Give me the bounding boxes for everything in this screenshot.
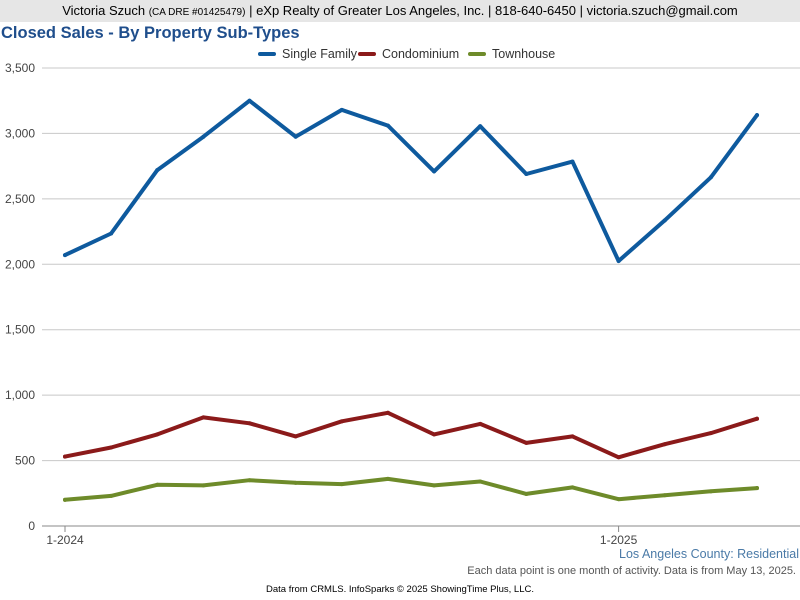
data-point-condominium [708,431,713,436]
agent-contact-bar: Victoria Szuch (CA DRE #01425479) | eXp … [0,0,800,22]
line-chart: 0 500 1,000 1,500 2,000 2,500 3,000 3,500 1-2024… [5,61,800,547]
y-tick-label: 2,500 [5,192,35,206]
agent-contact-details: | eXp Realty of Greater Los Angeles, Inc… [249,3,738,18]
y-tick-label: 3,500 [5,61,35,75]
data-point-townhouse [63,497,67,502]
data-point-single-family [109,231,114,236]
data-point-townhouse [432,483,437,488]
data-point-single-family [339,107,344,112]
data-point-townhouse [155,482,160,487]
legend-label-single-family: Single Family [282,47,358,61]
region-label[interactable]: Los Angeles County: Residential [619,547,799,561]
agent-dre-number: (CA DRE #01425479) [148,7,246,18]
data-point-condominium [755,416,759,421]
data-point-townhouse [616,497,621,502]
data-point-single-family [201,134,206,139]
data-point-townhouse [755,486,759,491]
data-point-single-family [247,98,252,103]
data-point-condominium [339,419,344,424]
data-point-condominium [385,410,390,415]
data-point-townhouse [201,483,206,488]
legend-item-condominium[interactable]: Condominium [358,45,459,63]
series-line-single-family [63,98,759,263]
data-point-townhouse [339,482,344,487]
legend-item-single-family[interactable]: Single Family [258,45,357,63]
y-tick-label: 0 [28,519,35,533]
data-point-townhouse [385,476,390,481]
data-point-single-family [385,123,390,128]
data-point-single-family [293,134,298,139]
data-point-townhouse [708,489,713,494]
legend-swatch-condominium [358,51,376,56]
data-point-single-family [478,124,483,129]
y-tick-label: 3,000 [5,126,35,140]
data-point-townhouse [247,478,252,483]
data-point-condominium [478,421,483,426]
data-point-condominium [616,455,621,460]
data-point-condominium [524,440,529,445]
y-tick-label: 1,500 [5,323,35,337]
data-point-single-family [63,253,67,258]
data-point-townhouse [524,491,529,496]
data-point-townhouse [478,479,483,484]
data-point-townhouse [109,493,114,498]
y-tick-label: 1,000 [5,388,35,402]
legend-label-townhouse: Townhouse [492,47,556,61]
data-point-condominium [293,434,298,439]
data-source-footer: Data from CRMLS. InfoSparks © 2025 Showi… [265,584,534,595]
data-point-condominium [109,445,114,450]
data-point-condominium [432,432,437,437]
data-point-condominium [662,442,667,447]
chart-legend: Single Family Condominium Townhouse [0,45,800,63]
data-point-single-family [616,259,621,264]
data-point-single-family [432,169,437,174]
data-point-condominium [63,454,67,459]
data-point-condominium [570,434,575,439]
legend-swatch-townhouse [468,51,486,56]
x-tick-label: 1-2025 [600,533,638,547]
data-point-single-family [755,113,759,118]
data-point-townhouse [662,493,667,498]
data-point-single-family [155,168,160,173]
legend-label-condominium: Condominium [382,47,460,61]
series-line-townhouse [63,476,759,502]
series-line-condominium [63,410,759,460]
data-point-condominium [155,432,160,437]
data-point-single-family [524,171,529,176]
data-point-townhouse [570,485,575,490]
data-point-single-family [708,175,713,180]
y-tick-label: 2,000 [5,257,35,271]
data-point-single-family [570,159,575,164]
legend-item-townhouse[interactable]: Townhouse [468,45,555,63]
data-point-single-family [662,218,667,223]
data-note: Each data point is one month of activity… [467,565,796,577]
data-point-townhouse [293,480,298,485]
agent-name: Victoria Szuch [62,3,146,18]
legend-swatch-single-family [258,51,276,56]
data-point-condominium [247,421,252,426]
y-tick-label: 500 [15,454,35,468]
chart-title: Closed Sales - By Property Sub-Types [1,24,300,42]
x-tick-label: 1-2024 [46,533,84,547]
data-point-condominium [201,415,206,420]
